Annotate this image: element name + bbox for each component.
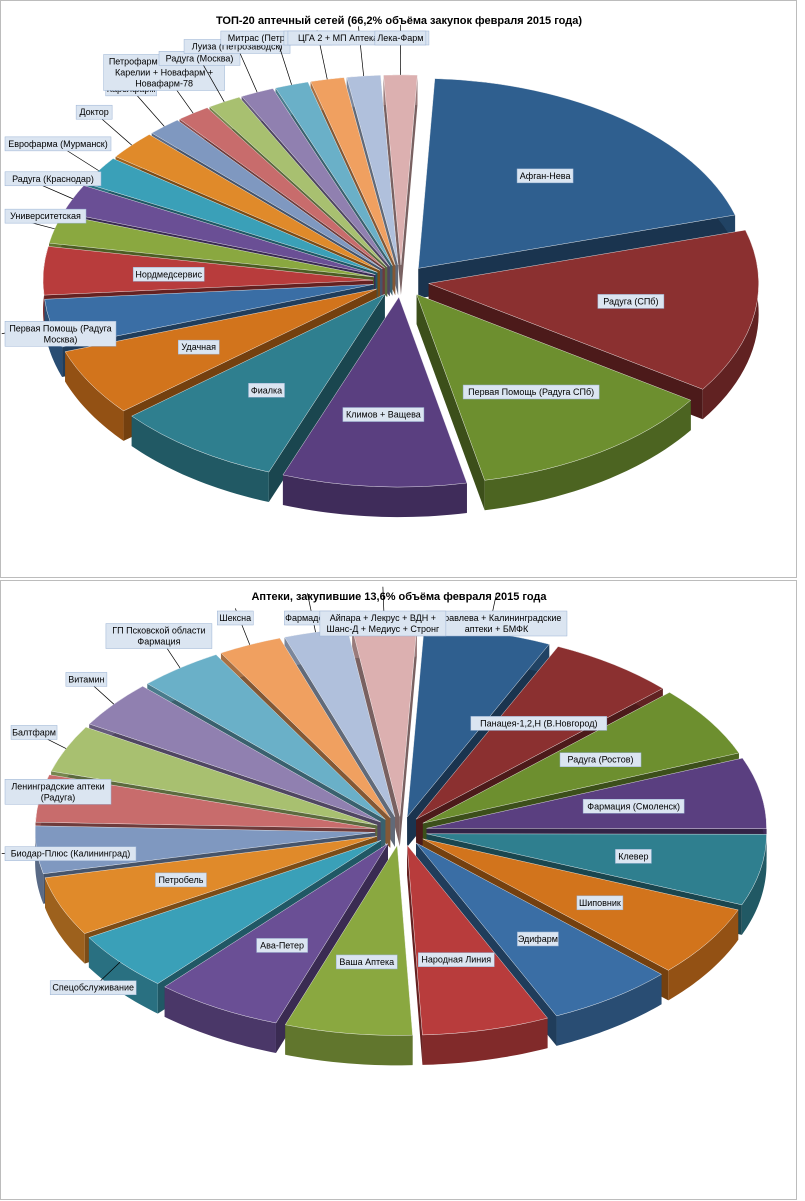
slice-label-фиалка: Фиалка — [251, 385, 282, 395]
slice-label-фармация-смоленск: Фармация (Смоленск) — [587, 801, 680, 811]
chart-slices-top: Афган-Нева Радуга (СПб) Первая Помощь (Рад… — [2, 25, 759, 517]
slice-label-журавлева-калининградские-аптеки-бмфк: Журавлева + Калининградские — [432, 613, 562, 623]
slice-label-климов-ващева: Климов + Ващева — [346, 410, 421, 420]
chart-title-top: ТОП-20 аптечный сетей (66,2% объёма заку… — [216, 15, 582, 27]
slice-label-первая-помощь-радуга-москва: Первая Помощь (Радуга — [9, 323, 111, 333]
slice-label-лека-фарм: Лека-Фарм — [377, 33, 423, 43]
chart-title-bottom: Аптеки, закупившие 13,6% объёма февраля … — [251, 591, 547, 603]
slice-label-радуга-ростов: Радуга (Ростов) — [568, 755, 634, 765]
slice-label-балтфарм: Балтфарм — [12, 727, 56, 737]
slice-label-первая-помощь-радуга-москва: Москва) — [44, 334, 78, 344]
pie-chart-top: ТОП-20 аптечный сетей (66,2% объёма заку… — [1, 1, 798, 579]
slice-label-доктор: Доктор — [79, 107, 108, 117]
slice-label-нордмедсервис: Нордмедсервис — [135, 269, 202, 279]
slice-label-спецобслуживание: Спецобслуживание — [52, 983, 134, 993]
slice-label-еврофарма-мурманск: Еврофарма (Мурманск) — [8, 139, 108, 149]
slice-label-народная-линия: Народная Линия — [421, 955, 491, 965]
slice-label-панацея-1-2-н-в-новгород: Панацея-1,2,Н (В.Новгород) — [480, 718, 597, 728]
slice-label-гп-псковской-области-фармация: Фармация — [137, 637, 180, 647]
slice-label-радуга-краснодар: Радуга (Краснодар) — [12, 174, 94, 184]
slice-label-ава-петер: Ава-Петер — [260, 940, 304, 950]
slice-label-клевер: Клевер — [618, 851, 648, 861]
slice-label-айпара-лекрус-вдн-шанс-д-медиус-стронг: Шанс-Д + Медиус + Стронг — [326, 624, 440, 634]
slice-label-радуга-спб: Радуга (СПб) — [603, 296, 658, 306]
slice-label-ленинградские-аптеки-радуга: (Радуга) — [41, 792, 76, 802]
slice-label-витамин: Витамин — [68, 674, 104, 684]
slice-label-петрофарм-2000-аптеки-карелии-новафарм-новафарм-78: Карелии + Новафарм + — [115, 67, 213, 77]
slice-label-айпара-лекрус-вдн-шанс-д-медиус-стронг: Айпара + Лекрус + ВДН + — [330, 613, 436, 623]
slice-label-гп-псковской-области-фармация: ГП Псковской области — [112, 626, 205, 636]
slice-label-эдифарм: Эдифарм — [518, 934, 558, 944]
slice-label-афган-нева: Афган-Нева — [520, 171, 571, 181]
slice-label-ваша-аптека: Ваша Аптека — [339, 957, 394, 967]
slice-label-петрофарм-2000-аптеки-карелии-новафарм-новафарм-78: Новафарм-78 — [135, 78, 193, 88]
slice-label-университетская: Университетская — [10, 211, 81, 221]
slice-label-удачная: Удачная — [181, 342, 216, 352]
slice-label-шиповник: Шиповник — [579, 898, 621, 908]
slice-label-шексна: Шексна — [219, 613, 251, 623]
pie-chart-bottom: Аптеки, закупившие 13,6% объёма февраля … — [1, 581, 798, 1201]
chart-panel-top: ТОП-20 аптечный сетей (66,2% объёма заку… — [0, 0, 797, 578]
slice-label-первая-помощь-радуга-спб: Первая Помощь (Радуга СПб) — [468, 387, 594, 397]
slice-label-журавлева-калининградские-аптеки-бмфк: аптеки + БМФК — [465, 624, 529, 634]
slice-label-петробель: Петробель — [158, 875, 203, 885]
slice-label-радуга-москва: Радуга (Москва) — [166, 53, 234, 63]
slice-label-ленинградские-аптеки-радуга: Ленинградские аптеки — [11, 781, 104, 791]
chart-panel-bottom: Аптеки, закупившие 13,6% объёма февраля … — [0, 580, 797, 1200]
slice-label-биодар-плюс-калининград: Биодар-Плюс (Калининград) — [11, 849, 131, 859]
